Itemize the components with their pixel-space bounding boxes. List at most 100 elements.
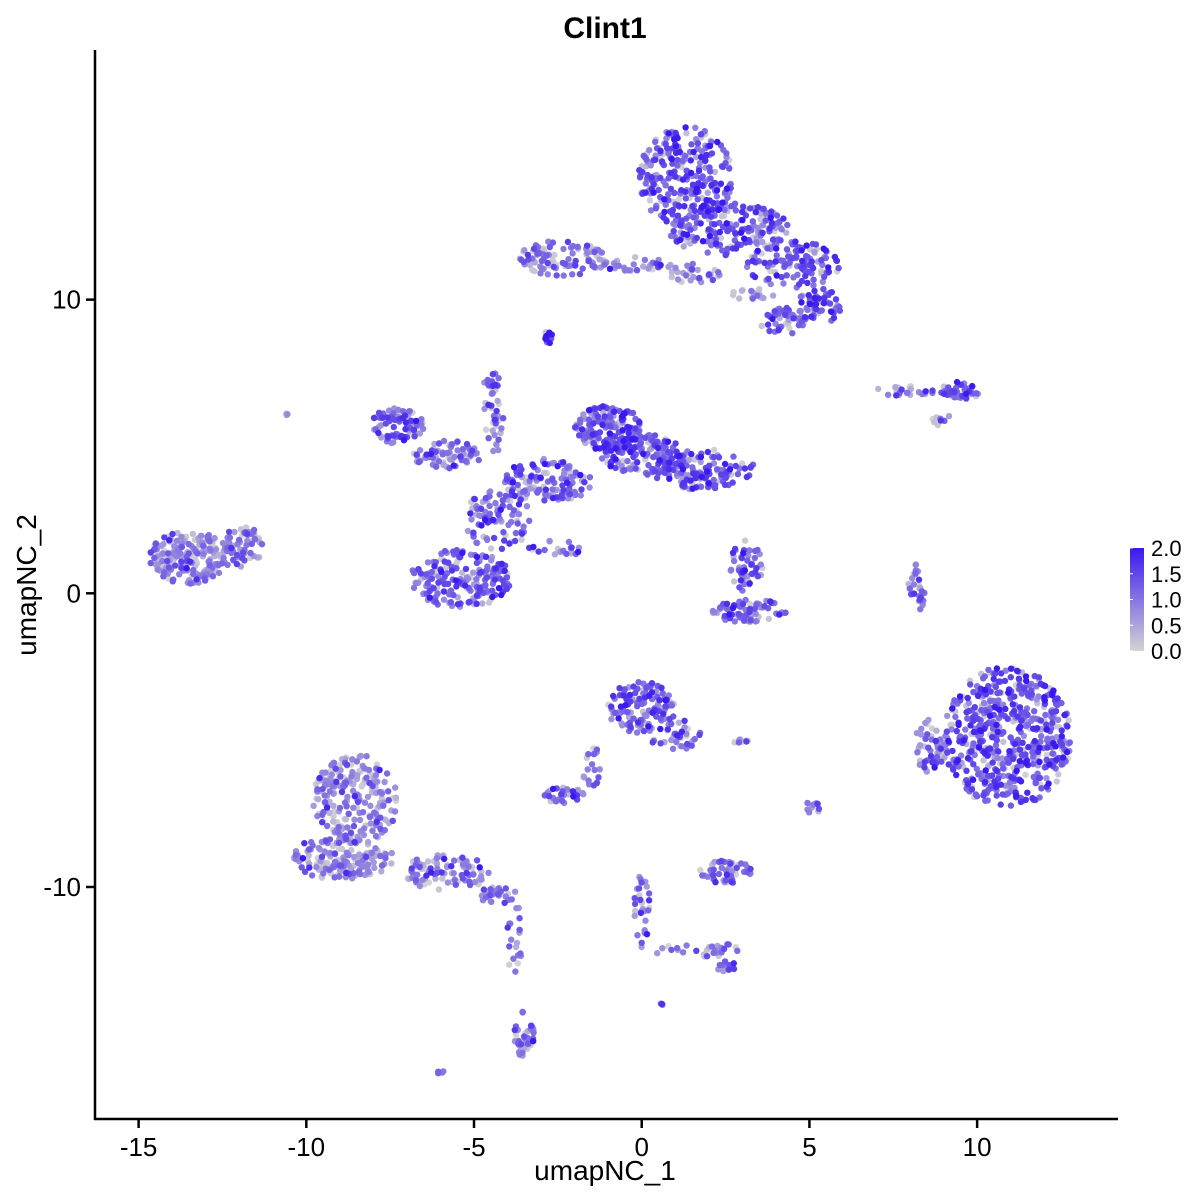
- cell-point: [189, 530, 196, 538]
- cell-point: [541, 460, 548, 468]
- cell-point: [980, 699, 988, 707]
- cell-point: [371, 809, 378, 816]
- cell-point: [684, 262, 691, 269]
- cell-point: [769, 292, 777, 299]
- cell-point: [710, 866, 717, 873]
- cell-point: [1022, 771, 1029, 778]
- cell-point: [206, 545, 214, 553]
- cell-point: [541, 546, 548, 554]
- cell-point: [351, 793, 358, 800]
- cell-point: [709, 276, 716, 284]
- cell-point: [1031, 708, 1038, 715]
- cell-point: [931, 418, 938, 426]
- cell-point: [970, 688, 977, 696]
- cell-point: [711, 858, 718, 866]
- cell-point: [703, 196, 710, 204]
- cell-point: [473, 575, 480, 583]
- cell-point: [531, 267, 538, 275]
- cell-point: [652, 205, 660, 212]
- cell-point: [704, 189, 711, 196]
- cell-point: [632, 425, 639, 432]
- cell-point: [417, 570, 425, 577]
- cell-point: [462, 565, 470, 573]
- cell-point: [499, 577, 507, 585]
- cell-point: [654, 950, 661, 957]
- cell-point: [707, 168, 714, 175]
- cell-point: [645, 897, 653, 904]
- cell-point: [638, 939, 645, 946]
- cell-point: [466, 598, 473, 605]
- cell-point: [298, 864, 305, 871]
- cell-point: [927, 752, 935, 760]
- cell-point: [636, 441, 644, 448]
- cell-point: [759, 222, 767, 229]
- cell-point: [173, 537, 181, 544]
- cell-point: [225, 539, 233, 546]
- cell-point: [744, 259, 752, 266]
- cell-point: [481, 405, 488, 412]
- cell-point: [676, 452, 683, 460]
- cell-point: [668, 946, 675, 954]
- cell-point: [589, 431, 596, 438]
- cell-point: [964, 715, 971, 722]
- cell-point: [512, 529, 520, 537]
- cell-point: [768, 219, 776, 227]
- cell-point: [638, 700, 646, 707]
- cell-point: [308, 872, 316, 879]
- cell-point: [565, 538, 573, 546]
- cell-point: [1042, 711, 1049, 719]
- cell-point: [761, 259, 768, 266]
- cell-point: [715, 870, 723, 878]
- cell-point: [967, 748, 975, 755]
- cell-point: [778, 226, 785, 233]
- cell-point: [611, 408, 618, 415]
- cell-point: [592, 445, 599, 452]
- cell-point: [506, 943, 513, 950]
- cell-point: [771, 308, 778, 315]
- cell-point: [830, 314, 838, 322]
- cell-point: [826, 300, 834, 307]
- cell-point: [530, 1037, 537, 1045]
- cell-point: [305, 846, 313, 853]
- cell-point: [963, 395, 970, 402]
- cell-point: [448, 863, 455, 870]
- cell-point: [753, 565, 760, 572]
- cell-point: [1064, 723, 1071, 730]
- cell-point: [999, 755, 1006, 762]
- cell-point: [965, 780, 972, 788]
- cell-point: [1043, 775, 1050, 782]
- cell-point: [515, 501, 523, 508]
- cell-point: [454, 447, 461, 454]
- cell-point: [441, 547, 449, 555]
- cell-point: [697, 483, 705, 490]
- cell-point: [981, 686, 989, 694]
- cell-point: [1059, 754, 1067, 761]
- cell-point: [643, 931, 651, 938]
- cell-point: [997, 670, 1005, 677]
- cell-point: [697, 453, 705, 461]
- cell-point: [746, 205, 754, 212]
- cell-point: [741, 567, 749, 574]
- cell-point: [461, 582, 469, 589]
- cell-point: [544, 259, 551, 267]
- cell-point: [356, 851, 363, 858]
- cell-point: [718, 857, 725, 865]
- cell-point: [545, 792, 553, 800]
- cell-point: [485, 435, 492, 442]
- cell-point: [713, 466, 721, 473]
- cell-point: [301, 868, 309, 875]
- cell-point: [378, 434, 385, 441]
- cell-point: [989, 734, 996, 741]
- cell-point: [351, 838, 358, 846]
- cell-point: [564, 479, 571, 486]
- cell-point: [1017, 723, 1024, 730]
- cell-point: [747, 865, 754, 873]
- cell-point: [159, 557, 166, 565]
- cell-point: [681, 152, 689, 160]
- cell-point: [1000, 729, 1007, 736]
- cell-point: [552, 798, 560, 805]
- cell-point: [677, 236, 684, 244]
- cell-point: [416, 447, 424, 454]
- cell-point: [326, 866, 333, 873]
- cell-point: [646, 197, 654, 204]
